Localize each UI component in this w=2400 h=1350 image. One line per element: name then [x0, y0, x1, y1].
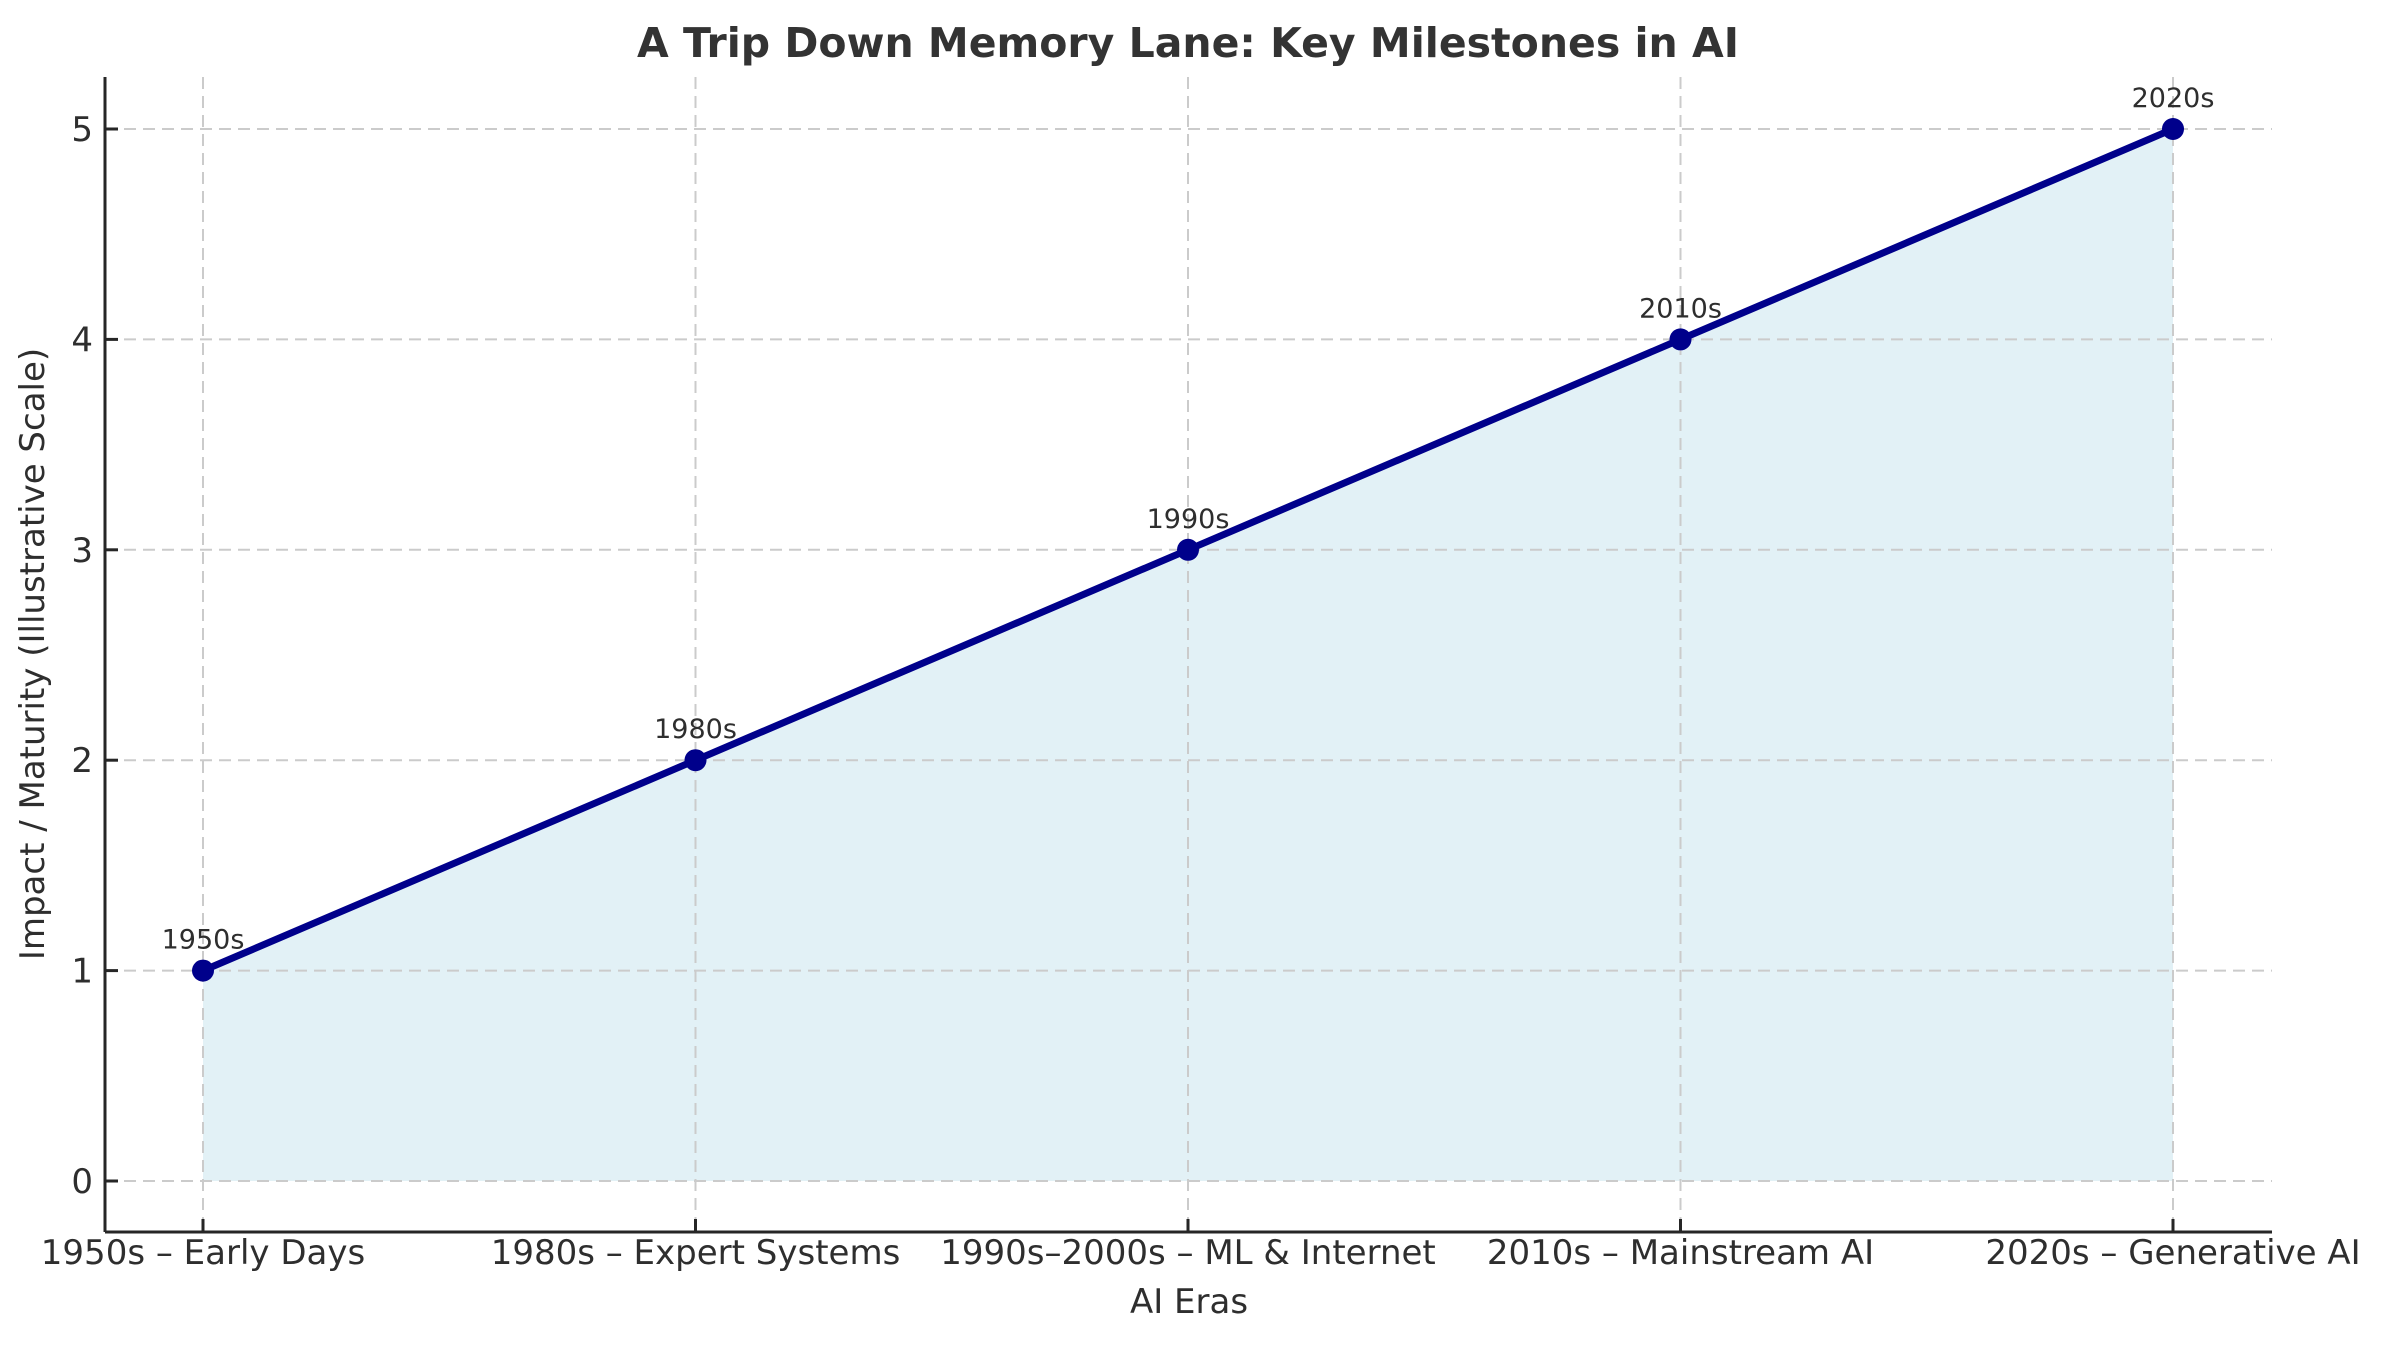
y-axis-label: Impact / Maturity (Illustrative Scale)	[13, 348, 53, 960]
point-label-1980s: 1980s	[654, 714, 737, 745]
x-axis-label: AI Eras	[1130, 1282, 1248, 1322]
labels-layer: 1950s 1980s 1990s 2010s 2020s 0 1 2 3 4 5 1950s – E…	[41, 83, 2361, 1273]
y-tick-label-5: 5	[71, 110, 93, 150]
y-tick-label-1: 1	[71, 952, 93, 992]
x-tick-label-4: 2020s – Generative AI	[1985, 1233, 2360, 1273]
y-tick-label-0: 0	[71, 1162, 93, 1202]
data-layer	[192, 118, 2184, 982]
point-label-2020s: 2020s	[2132, 83, 2215, 114]
data-point-2020s	[2162, 118, 2184, 140]
x-tick-label-2: 1990s–2000s – ML & Internet	[940, 1233, 1436, 1273]
x-tick-label-3: 2010s – Mainstream AI	[1487, 1233, 1874, 1273]
y-tick-label-4: 4	[71, 320, 93, 360]
point-label-1990s: 1990s	[1147, 504, 1230, 535]
data-point-1950s	[192, 959, 214, 982]
y-tick-label-2: 2	[71, 741, 93, 781]
point-label-2010s: 2010s	[1639, 293, 1722, 324]
x-tick-label-0: 1950s – Early Days	[41, 1233, 365, 1273]
point-label-1950s: 1950s	[162, 925, 245, 956]
data-point-1990s	[1177, 538, 1199, 561]
data-point-1980s	[684, 749, 707, 772]
chart-title: A Trip Down Memory Lane: Key Milestones …	[637, 19, 1739, 67]
grid-layer	[105, 77, 2272, 1232]
y-tick-label-3: 3	[71, 531, 93, 571]
data-point-2010s	[1669, 328, 1692, 351]
x-tick-label-1: 1980s – Expert Systems	[491, 1233, 901, 1273]
axes-layer	[103, 77, 2272, 1234]
